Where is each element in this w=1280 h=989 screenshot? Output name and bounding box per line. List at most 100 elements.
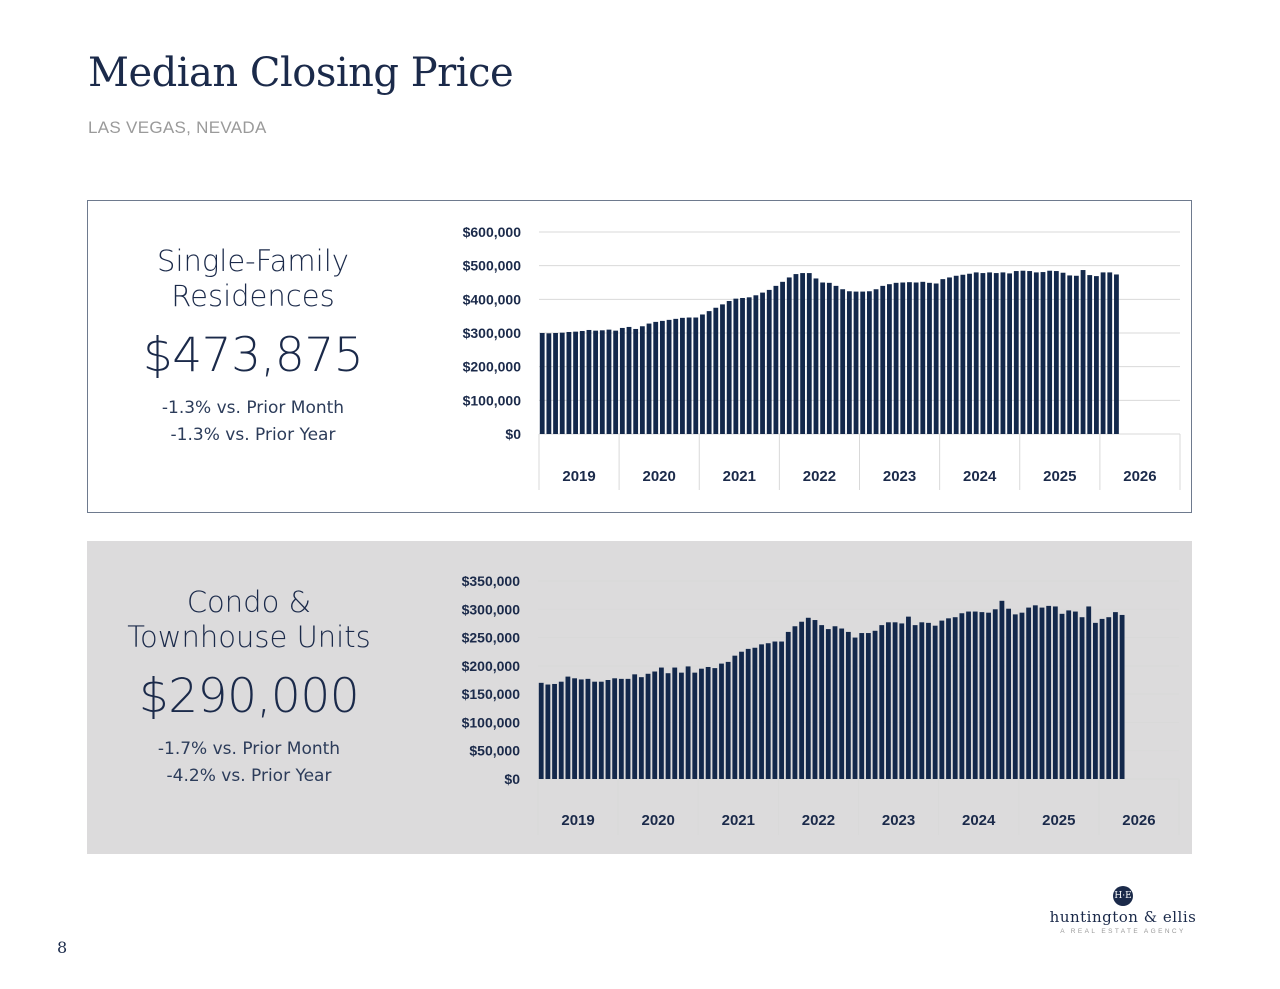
bar [959, 613, 965, 779]
x-tick-label: 2026 [1123, 468, 1156, 485]
y-tick-label: $250,000 [462, 630, 521, 646]
y-tick-label: $0 [505, 426, 521, 442]
bar [865, 633, 871, 779]
bar [1079, 617, 1085, 779]
bar [659, 320, 665, 434]
single-family-change-month: -1.3% vs. Prior Month [161, 398, 345, 418]
bar [765, 643, 771, 779]
bar [832, 626, 838, 779]
bar [646, 323, 652, 434]
y-tick-label: $600,000 [463, 224, 522, 240]
bar [972, 611, 978, 779]
bar [819, 625, 825, 779]
y-tick-label: $500,000 [463, 258, 522, 274]
single-family-bar-chart: $0 $100,000 $200,000 $300,000 $400,000 $500,0… [463, 224, 1181, 490]
y-tick-label: $350,000 [462, 573, 521, 589]
bar [852, 637, 858, 779]
bar [1099, 618, 1105, 779]
bar [1072, 611, 1078, 779]
bar [1060, 272, 1066, 434]
bar [572, 678, 577, 779]
bar [927, 282, 932, 434]
x-tick-label: 2020 [643, 468, 676, 485]
bar [605, 680, 611, 779]
y-tick-label: $400,000 [463, 291, 522, 307]
bar [986, 612, 991, 779]
bar [538, 682, 544, 779]
bar [880, 285, 886, 434]
x-tick-label: 2021 [723, 468, 756, 485]
page-number: 8 [57, 938, 68, 957]
bar [900, 282, 906, 434]
bar [1113, 612, 1118, 779]
bar [1012, 614, 1018, 779]
x-tick-label: 2023 [883, 468, 916, 485]
single-family-change-year: -1.3% vs. Prior Year [170, 425, 336, 445]
bar [820, 282, 826, 434]
bar [700, 314, 705, 434]
bar [805, 617, 811, 779]
bar [1053, 271, 1059, 434]
bar [720, 304, 725, 434]
bar [746, 297, 752, 434]
page-title: Median Closing Price [88, 50, 514, 96]
bar [979, 612, 985, 779]
bar [760, 292, 765, 434]
bar [666, 319, 672, 434]
bar [840, 289, 846, 434]
bar [907, 282, 912, 434]
bar [826, 282, 832, 434]
bar [1026, 607, 1032, 779]
bar [1086, 606, 1092, 779]
bar [740, 297, 745, 434]
bar [1059, 613, 1065, 779]
bar [559, 332, 565, 434]
bar [967, 273, 972, 434]
bar [705, 666, 711, 779]
bar [713, 307, 719, 434]
bar [825, 629, 831, 779]
bar [792, 626, 798, 779]
bar [573, 331, 578, 434]
bar [672, 667, 678, 779]
bar [859, 633, 865, 779]
bar [1052, 606, 1058, 779]
bar [612, 678, 618, 779]
bar [592, 681, 598, 779]
bar [1106, 617, 1112, 779]
bar [946, 618, 951, 779]
bar [872, 630, 878, 779]
logo-name: huntington & ellis [1049, 908, 1197, 926]
bar [1039, 607, 1045, 779]
bar [1027, 271, 1033, 434]
bar [745, 648, 751, 779]
x-tick-label: 2025 [1043, 468, 1076, 485]
bar [1033, 272, 1039, 434]
bar [952, 617, 958, 779]
bar [665, 673, 671, 779]
bar [625, 678, 631, 779]
bar [833, 285, 839, 434]
condo-change-month: -1.7% vs. Prior Month [157, 739, 341, 759]
bar [626, 326, 632, 434]
bar [800, 273, 806, 434]
x-tick-label: 2026 [1122, 812, 1155, 829]
bar [1000, 272, 1006, 434]
condo-summary: Condo & Townhouse Units $290,000 -1.7% v… [84, 585, 414, 790]
bar [725, 661, 731, 779]
bar [785, 631, 791, 779]
bar [1007, 273, 1013, 434]
bar [926, 622, 931, 779]
bar [639, 326, 645, 434]
bar [786, 277, 792, 434]
bar [906, 616, 911, 779]
bar [1047, 270, 1053, 434]
bar [645, 673, 651, 779]
bar [806, 273, 812, 434]
bar [839, 628, 845, 779]
y-tick-label: $100,000 [462, 714, 521, 730]
page-subtitle: LAS VEGAS, NEVADA [88, 118, 267, 137]
bar [993, 273, 999, 434]
bar [578, 679, 584, 779]
bar [606, 329, 612, 434]
